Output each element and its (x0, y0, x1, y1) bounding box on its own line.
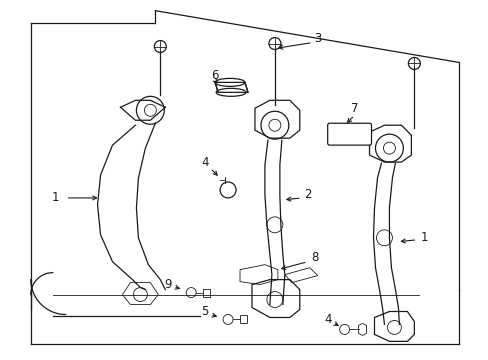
Text: 8: 8 (310, 251, 318, 264)
Text: 3: 3 (313, 32, 321, 45)
FancyBboxPatch shape (327, 123, 371, 145)
Text: 1: 1 (420, 231, 427, 244)
Text: 4: 4 (201, 156, 208, 168)
Text: 1: 1 (52, 192, 60, 204)
Text: 9: 9 (164, 278, 172, 291)
Text: 7: 7 (350, 102, 358, 115)
Text: 6: 6 (211, 69, 219, 82)
Text: 2: 2 (304, 188, 311, 202)
Text: 4: 4 (323, 313, 331, 326)
Text: 5: 5 (201, 305, 208, 318)
